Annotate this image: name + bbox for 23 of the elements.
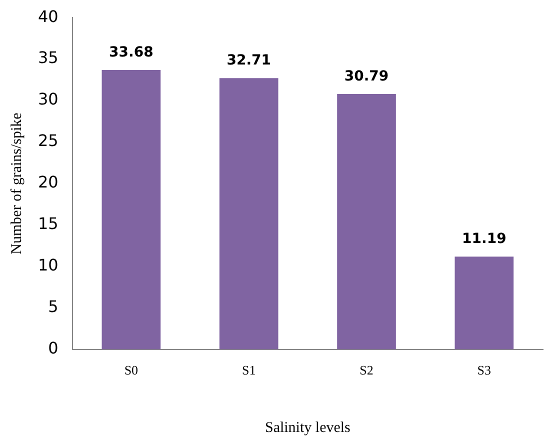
y-tick-label: 40	[38, 6, 58, 26]
y-tick-label: 25	[38, 131, 58, 150]
bar	[102, 70, 161, 350]
data-label: 11.19	[462, 231, 506, 248]
y-tick-label: 20	[38, 172, 58, 192]
x-axis-title: Salinity levels	[264, 420, 351, 436]
x-tick-label: S3	[477, 362, 492, 378]
y-tick-label: 15	[38, 214, 58, 234]
data-label: 32.71	[226, 52, 271, 69]
bar	[219, 78, 278, 350]
y-tick-label: 35	[38, 48, 58, 68]
bar	[337, 94, 396, 350]
bar	[454, 256, 514, 350]
y-tick-label: 0	[48, 338, 58, 358]
x-tick-label: S1	[242, 362, 256, 378]
y-tick-label: 5	[48, 297, 58, 316]
x-tick-label: S2	[360, 362, 374, 378]
y-tick-label: 10	[38, 256, 58, 275]
x-tick-label: S0	[124, 362, 138, 378]
data-label: 33.68	[109, 44, 154, 61]
y-tick-label: 30	[38, 90, 58, 109]
data-label: 30.79	[344, 68, 389, 85]
y-axis-title: Number of grains/spike	[8, 112, 25, 254]
